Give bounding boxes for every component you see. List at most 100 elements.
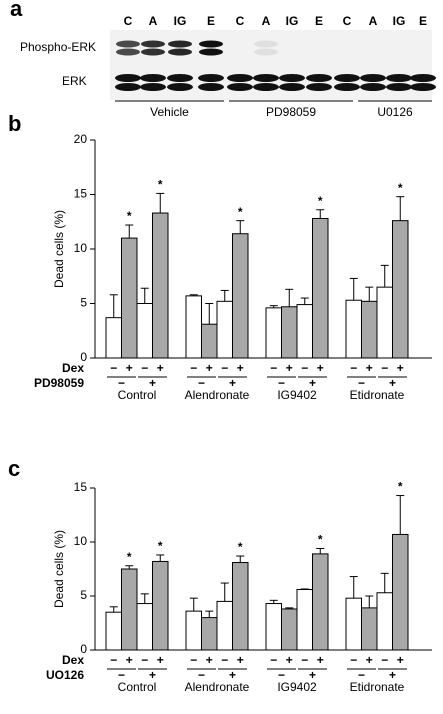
row-sign: + [237, 653, 244, 667]
bar [281, 608, 298, 651]
row-sign: + [286, 653, 293, 667]
row-sign: + [286, 361, 293, 375]
significance-star: * [238, 205, 243, 219]
bar [185, 295, 202, 359]
row-label: Dex [62, 653, 84, 667]
bar [232, 233, 249, 359]
significance-star: * [318, 533, 323, 547]
row-sign: − [270, 361, 277, 375]
bar [376, 286, 393, 359]
significance-star: * [398, 181, 403, 195]
bar [121, 568, 138, 651]
band [141, 48, 165, 56]
significance-star: * [158, 539, 163, 553]
bar [312, 217, 329, 359]
significance-star: * [127, 550, 132, 564]
y-tick-label: 10 [74, 241, 88, 255]
row-sign: + [397, 361, 404, 375]
band [386, 74, 412, 82]
band [410, 74, 436, 82]
bar [281, 306, 298, 359]
row-sign: − [118, 668, 125, 682]
group-label: IG9402 [277, 680, 317, 694]
band [140, 83, 166, 91]
band [115, 74, 141, 82]
bar [152, 560, 169, 651]
row-sign: + [229, 376, 236, 390]
significance-star: * [127, 209, 132, 223]
bar [216, 600, 233, 651]
bar [105, 317, 122, 359]
row-sign: − [381, 653, 388, 667]
row-sign: + [149, 668, 156, 682]
band [306, 83, 332, 91]
row-sign: − [381, 361, 388, 375]
significance-star: * [318, 194, 323, 208]
band [410, 83, 436, 91]
row-sign: + [157, 653, 164, 667]
band [279, 74, 305, 82]
band [198, 83, 224, 91]
bar [345, 597, 362, 651]
group-label: Etidronate [350, 388, 405, 402]
band [279, 83, 305, 91]
band [254, 40, 278, 48]
y-tick-label: 20 [74, 132, 88, 146]
bar [232, 562, 249, 651]
treatment-label: U0126 [377, 105, 413, 119]
y-tick-label: 0 [80, 642, 87, 656]
row-sign: − [358, 668, 365, 682]
lane-label: E [315, 14, 323, 28]
lane-label: IG [174, 14, 187, 28]
significance-star: * [158, 178, 163, 192]
y-tick-label: 5 [80, 588, 87, 602]
bar [121, 237, 138, 359]
band [254, 48, 278, 56]
row-sign: − [141, 653, 148, 667]
y-axis-label: Dead cells (%) [52, 530, 66, 608]
lane-label: C [236, 14, 245, 28]
row-sign: − [278, 668, 285, 682]
bar [136, 603, 153, 651]
bar [136, 303, 153, 359]
bar [392, 220, 409, 359]
row-label: PD98059 [34, 376, 84, 390]
row-sign: − [350, 653, 357, 667]
row-sign: + [366, 361, 373, 375]
lane-label: C [343, 14, 352, 28]
band [167, 74, 193, 82]
row-label: Dex [62, 361, 84, 375]
bar [376, 592, 393, 651]
band [140, 74, 166, 82]
band [334, 83, 360, 91]
group-label: Etidronate [350, 680, 405, 694]
y-tick-label: 15 [74, 480, 88, 494]
row-sign: + [149, 376, 156, 390]
blot-row-label: Phospho-ERK [20, 40, 96, 54]
group-label: Control [118, 680, 157, 694]
row-sign: − [301, 361, 308, 375]
y-tick-label: 0 [80, 350, 87, 364]
y-axis-label: Dead cells (%) [52, 210, 66, 288]
significance-star: * [398, 480, 403, 494]
lane-label: C [124, 14, 133, 28]
lane-label: E [419, 14, 427, 28]
band [199, 48, 223, 56]
band [116, 48, 140, 56]
row-sign: + [237, 361, 244, 375]
bar [361, 300, 378, 359]
band [115, 83, 141, 91]
row-sign: + [229, 668, 236, 682]
row-sign: − [141, 361, 148, 375]
blot-row-label: ERK [62, 74, 87, 88]
row-sign: + [309, 376, 316, 390]
bar [345, 299, 362, 359]
panel-label: b [8, 111, 21, 136]
row-sign: + [126, 653, 133, 667]
band [360, 74, 386, 82]
bar [216, 300, 233, 359]
row-label: UO126 [46, 668, 84, 682]
row-sign: + [317, 361, 324, 375]
y-tick-label: 15 [74, 187, 88, 201]
